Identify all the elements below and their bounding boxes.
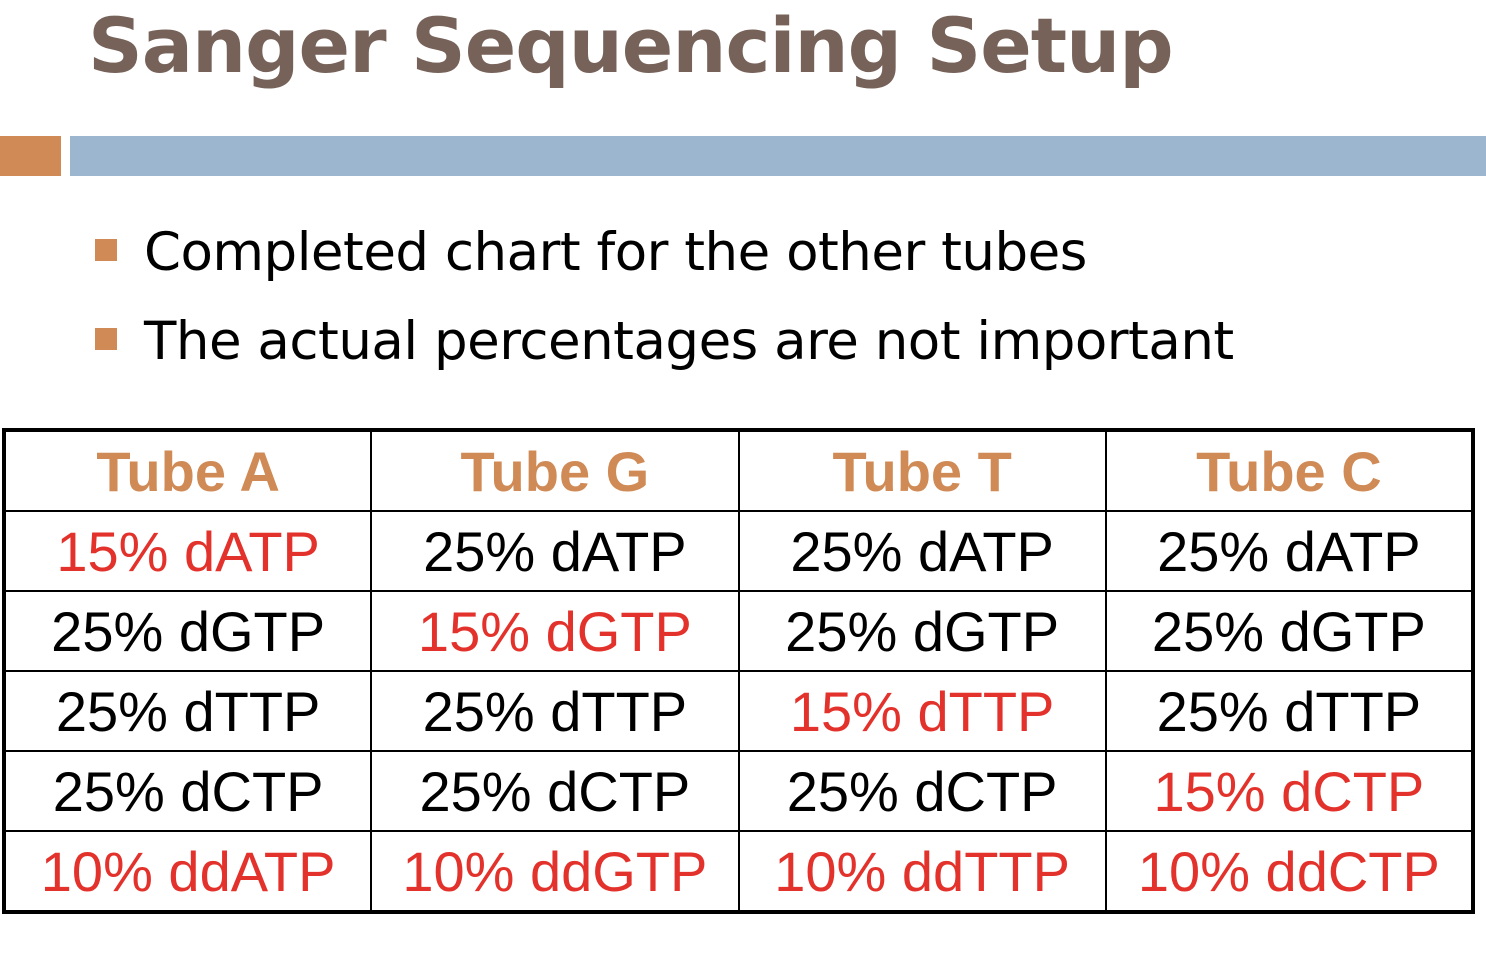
bullet-list: Completed chart for the other tubes The … [95, 208, 1234, 386]
table-cell: 25% dGTP [2, 590, 373, 672]
table-cell: 25% dCTP [737, 750, 1107, 832]
table-cell: 10% ddCTP [1104, 830, 1475, 913]
table-cell: 15% dCTP [1104, 750, 1475, 832]
table-cell: 25% dTTP [370, 670, 740, 752]
table-header-row: Tube A Tube G Tube T Tube C [2, 429, 1475, 512]
table-cell: 10% ddATP [2, 830, 373, 913]
header-tube-c: Tube C [1104, 429, 1475, 512]
tube-composition-table: Tube A Tube G Tube T Tube C 15% dATP 25%… [2, 428, 1475, 914]
table-row: 25% dGTP 15% dGTP 25% dGTP 25% dGTP [2, 590, 1475, 672]
table-cell: 25% dTTP [2, 670, 373, 752]
accent-bar [70, 136, 1486, 176]
slide-title: Sanger Sequencing Setup [88, 1, 1174, 90]
table-cell: 25% dCTP [2, 750, 373, 832]
bullet-item: The actual percentages are not important [95, 297, 1234, 386]
bullet-text: Completed chart for the other tubes [144, 222, 1087, 283]
table-cell: 10% ddTTP [737, 830, 1107, 913]
table-cell: 15% dATP [2, 510, 373, 592]
bullet-item: Completed chart for the other tubes [95, 208, 1234, 297]
table-cell: 25% dTTP [1104, 670, 1475, 752]
table-cell: 10% ddGTP [370, 830, 740, 913]
bullet-text: The actual percentages are not important [144, 311, 1234, 372]
table-cell: 25% dGTP [1104, 590, 1475, 672]
accent-square [0, 136, 61, 176]
table-cell: 25% dATP [737, 510, 1107, 592]
table-row: 15% dATP 25% dATP 25% dATP 25% dATP [2, 510, 1475, 592]
header-tube-t: Tube T [737, 429, 1107, 512]
table-cell: 25% dATP [1104, 510, 1475, 592]
header-tube-g: Tube G [370, 429, 740, 512]
square-bullet-icon [95, 327, 117, 350]
header-tube-a: Tube A [2, 429, 373, 512]
table-row: 25% dCTP 25% dCTP 25% dCTP 15% dCTP [2, 750, 1475, 832]
table-cell: 25% dATP [370, 510, 740, 592]
table-cell: 15% dTTP [737, 670, 1107, 752]
square-bullet-icon [95, 238, 117, 261]
table-cell: 15% dGTP [370, 590, 740, 672]
table-row: 25% dTTP 25% dTTP 15% dTTP 25% dTTP [2, 670, 1475, 752]
table-row: 10% ddATP 10% ddGTP 10% ddTTP 10% ddCTP [2, 830, 1475, 913]
table-cell: 25% dCTP [370, 750, 740, 832]
table-cell: 25% dGTP [737, 590, 1107, 672]
